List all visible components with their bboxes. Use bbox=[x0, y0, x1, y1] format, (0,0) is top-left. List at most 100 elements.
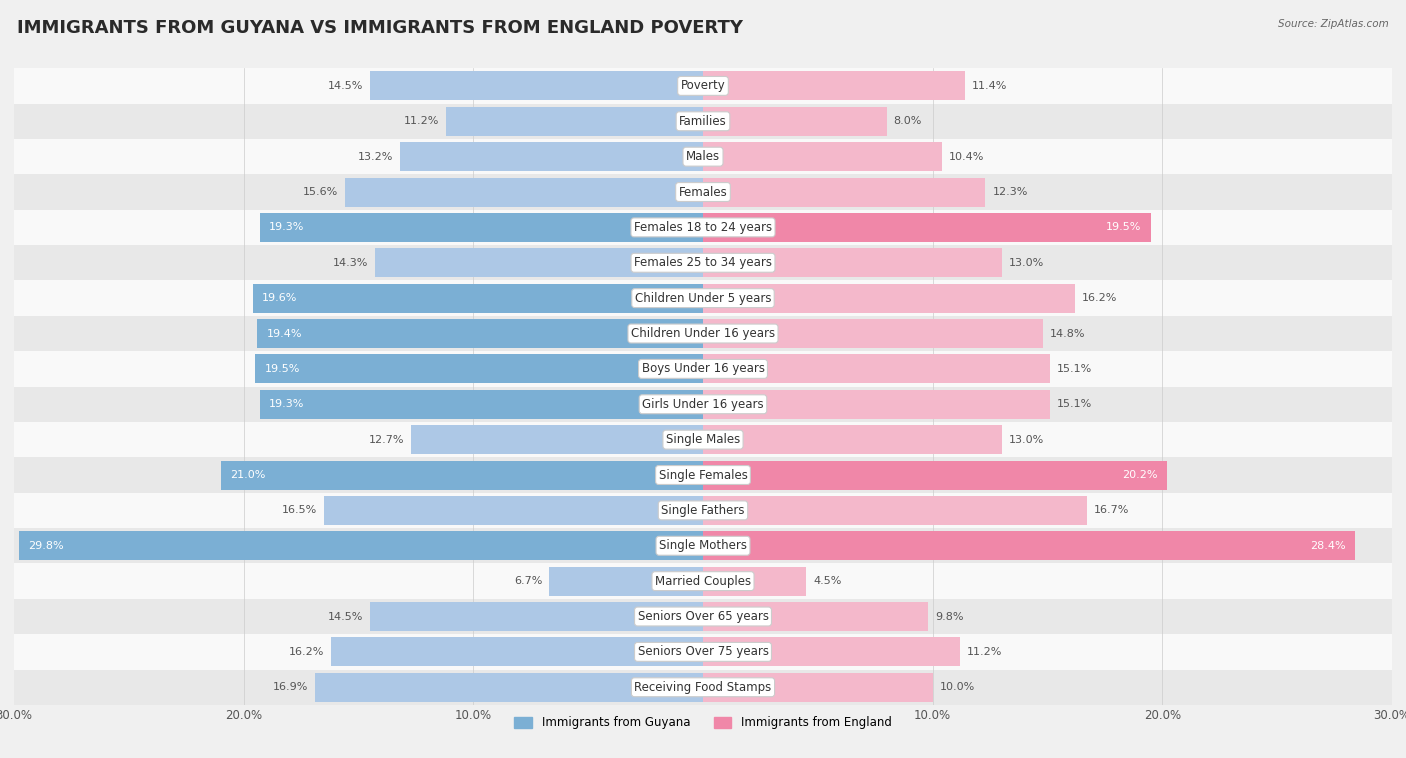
Bar bbox=[14, 422, 1392, 457]
Bar bbox=[14, 68, 1392, 104]
Text: 14.8%: 14.8% bbox=[1050, 328, 1085, 339]
Bar bbox=[703, 249, 1001, 277]
Text: 19.4%: 19.4% bbox=[267, 328, 302, 339]
Bar bbox=[14, 634, 1392, 669]
Bar bbox=[412, 425, 703, 454]
Text: 13.0%: 13.0% bbox=[1008, 434, 1043, 445]
Text: 11.2%: 11.2% bbox=[967, 647, 1002, 657]
Bar bbox=[703, 283, 1076, 312]
Bar bbox=[703, 355, 1050, 384]
Text: 14.3%: 14.3% bbox=[332, 258, 368, 268]
Text: 13.2%: 13.2% bbox=[357, 152, 392, 161]
Text: Single Females: Single Females bbox=[658, 468, 748, 481]
Text: 6.7%: 6.7% bbox=[513, 576, 543, 586]
Text: 16.9%: 16.9% bbox=[273, 682, 308, 692]
Bar bbox=[399, 143, 703, 171]
Text: 19.5%: 19.5% bbox=[1107, 222, 1142, 233]
Bar bbox=[703, 177, 986, 206]
Bar bbox=[374, 249, 703, 277]
Bar bbox=[14, 457, 1392, 493]
Text: Married Couples: Married Couples bbox=[655, 575, 751, 587]
Text: 8.0%: 8.0% bbox=[894, 116, 922, 127]
Text: Seniors Over 75 years: Seniors Over 75 years bbox=[637, 645, 769, 659]
Text: 15.1%: 15.1% bbox=[1057, 364, 1092, 374]
Bar bbox=[18, 531, 703, 560]
Text: Single Mothers: Single Mothers bbox=[659, 539, 747, 553]
Bar bbox=[703, 602, 928, 631]
Text: 20.2%: 20.2% bbox=[1122, 470, 1157, 480]
Text: 16.5%: 16.5% bbox=[283, 506, 318, 515]
Text: Receiving Food Stamps: Receiving Food Stamps bbox=[634, 681, 772, 694]
Text: Females 18 to 24 years: Females 18 to 24 years bbox=[634, 221, 772, 234]
Bar bbox=[703, 107, 887, 136]
Bar bbox=[14, 280, 1392, 316]
Text: Single Fathers: Single Fathers bbox=[661, 504, 745, 517]
Legend: Immigrants from Guyana, Immigrants from England: Immigrants from Guyana, Immigrants from … bbox=[509, 712, 897, 734]
Bar bbox=[370, 602, 703, 631]
Bar bbox=[257, 319, 703, 348]
Bar bbox=[14, 316, 1392, 351]
Text: 11.2%: 11.2% bbox=[404, 116, 439, 127]
Bar bbox=[330, 637, 703, 666]
Text: 19.5%: 19.5% bbox=[264, 364, 299, 374]
Text: 29.8%: 29.8% bbox=[28, 540, 63, 551]
Text: 19.3%: 19.3% bbox=[269, 399, 304, 409]
Bar bbox=[253, 283, 703, 312]
Text: Children Under 16 years: Children Under 16 years bbox=[631, 327, 775, 340]
Bar bbox=[703, 71, 965, 100]
Bar bbox=[14, 139, 1392, 174]
Text: Children Under 5 years: Children Under 5 years bbox=[634, 292, 772, 305]
Text: 9.8%: 9.8% bbox=[935, 612, 963, 622]
Bar bbox=[703, 143, 942, 171]
Text: Single Males: Single Males bbox=[666, 433, 740, 446]
Bar bbox=[14, 493, 1392, 528]
Bar bbox=[14, 528, 1392, 563]
Bar bbox=[703, 425, 1001, 454]
Text: Females 25 to 34 years: Females 25 to 34 years bbox=[634, 256, 772, 269]
Bar bbox=[703, 637, 960, 666]
Text: 4.5%: 4.5% bbox=[813, 576, 842, 586]
Text: 14.5%: 14.5% bbox=[328, 81, 363, 91]
Bar bbox=[14, 351, 1392, 387]
Text: 11.4%: 11.4% bbox=[972, 81, 1007, 91]
Text: 15.6%: 15.6% bbox=[302, 187, 337, 197]
Text: IMMIGRANTS FROM GUYANA VS IMMIGRANTS FROM ENGLAND POVERTY: IMMIGRANTS FROM GUYANA VS IMMIGRANTS FRO… bbox=[17, 19, 742, 37]
Text: Source: ZipAtlas.com: Source: ZipAtlas.com bbox=[1278, 19, 1389, 29]
Text: Poverty: Poverty bbox=[681, 80, 725, 92]
Text: 19.3%: 19.3% bbox=[269, 222, 304, 233]
Text: 14.5%: 14.5% bbox=[328, 612, 363, 622]
Bar bbox=[703, 390, 1050, 418]
Bar bbox=[14, 174, 1392, 210]
Text: 15.1%: 15.1% bbox=[1057, 399, 1092, 409]
Bar bbox=[260, 390, 703, 418]
Bar bbox=[260, 213, 703, 242]
Bar bbox=[256, 355, 703, 384]
Text: 16.2%: 16.2% bbox=[1083, 293, 1118, 303]
Bar bbox=[703, 213, 1152, 242]
Bar bbox=[703, 531, 1355, 560]
Text: Seniors Over 65 years: Seniors Over 65 years bbox=[637, 610, 769, 623]
Bar bbox=[370, 71, 703, 100]
Bar bbox=[344, 177, 703, 206]
Text: 12.3%: 12.3% bbox=[993, 187, 1028, 197]
Text: Boys Under 16 years: Boys Under 16 years bbox=[641, 362, 765, 375]
Bar bbox=[323, 496, 703, 525]
Bar bbox=[703, 496, 1087, 525]
Bar bbox=[14, 245, 1392, 280]
Bar bbox=[14, 669, 1392, 705]
Text: Females: Females bbox=[679, 186, 727, 199]
Text: 21.0%: 21.0% bbox=[231, 470, 266, 480]
Bar bbox=[703, 461, 1167, 490]
Text: 28.4%: 28.4% bbox=[1310, 540, 1346, 551]
Bar bbox=[14, 104, 1392, 139]
Bar bbox=[703, 567, 807, 596]
Text: 19.6%: 19.6% bbox=[262, 293, 298, 303]
Text: 16.2%: 16.2% bbox=[288, 647, 323, 657]
Text: 12.7%: 12.7% bbox=[368, 434, 405, 445]
Bar bbox=[221, 461, 703, 490]
Bar bbox=[14, 210, 1392, 245]
Bar bbox=[315, 673, 703, 702]
Text: Males: Males bbox=[686, 150, 720, 163]
Bar bbox=[14, 387, 1392, 422]
Bar bbox=[550, 567, 703, 596]
